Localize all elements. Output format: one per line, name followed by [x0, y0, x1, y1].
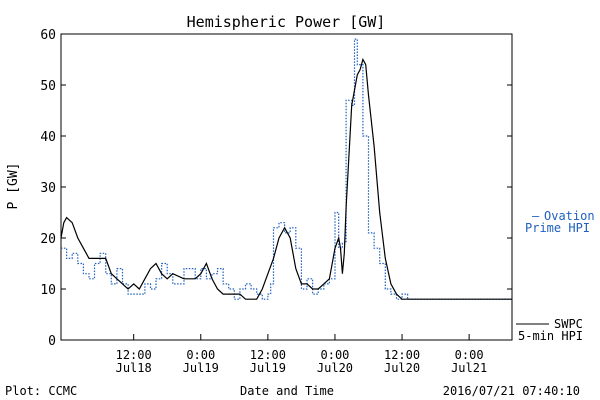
x-tick-label-time: 12:00: [116, 348, 152, 362]
x-tick-label-date: Jul20: [384, 361, 420, 375]
x-tick-label-date: Jul19: [250, 361, 286, 375]
y-tick-label: 30: [40, 181, 56, 196]
y-tick-label: 60: [40, 28, 56, 43]
ovation-legend-line1: Ovation: [544, 209, 595, 223]
y-tick-label: 40: [40, 130, 56, 145]
y-axis: 0 10 20 30 40 50 60: [40, 28, 512, 349]
x-tick-label-date: Jul18: [116, 361, 152, 375]
x-tick-label-date: Jul21: [451, 361, 487, 375]
y-tick-label: 50: [40, 79, 56, 94]
x-tick-label-time: 0:00: [321, 348, 350, 362]
series-line-swpc: [60, 57, 512, 300]
series-layer: [60, 38, 512, 300]
ovation-legend: – Ovation Prime HPI: [525, 209, 595, 235]
x-tick-label-date: Jul20: [317, 361, 353, 375]
x-tick-label-time: 0:00: [455, 348, 484, 362]
y-tick-label: 10: [40, 283, 56, 298]
y-axis-label: P [GW]: [6, 163, 21, 210]
footer-source: Plot: CCMC: [5, 384, 77, 398]
y-tick-label: 20: [40, 232, 56, 247]
chart-title: Hemispheric Power [GW]: [187, 13, 386, 31]
y-tick-label: 0: [48, 334, 56, 349]
x-tick-label-date: Jul19: [183, 361, 219, 375]
x-tick-label-time: 0:00: [186, 348, 215, 362]
swpc-legend-line1: SWPC: [554, 317, 583, 331]
x-axis-label: Date and Time: [240, 384, 334, 398]
x-tick-label-time: 12:00: [250, 348, 286, 362]
x-tick-label-time: 12:00: [384, 348, 420, 362]
swpc-legend: SWPC 5-min HPI: [516, 317, 583, 343]
footer-timestamp: 2016/07/21 07:40:10: [443, 384, 580, 398]
swpc-legend-line2: 5-min HPI: [518, 329, 583, 343]
ovation-legend-marker: –: [532, 209, 540, 223]
series-line-ovation-prime: [61, 38, 512, 300]
ovation-legend-line2: Prime HPI: [525, 221, 590, 235]
x-axis: 12:00Jul180:00Jul1912:00Jul190:00Jul2012…: [116, 334, 487, 375]
